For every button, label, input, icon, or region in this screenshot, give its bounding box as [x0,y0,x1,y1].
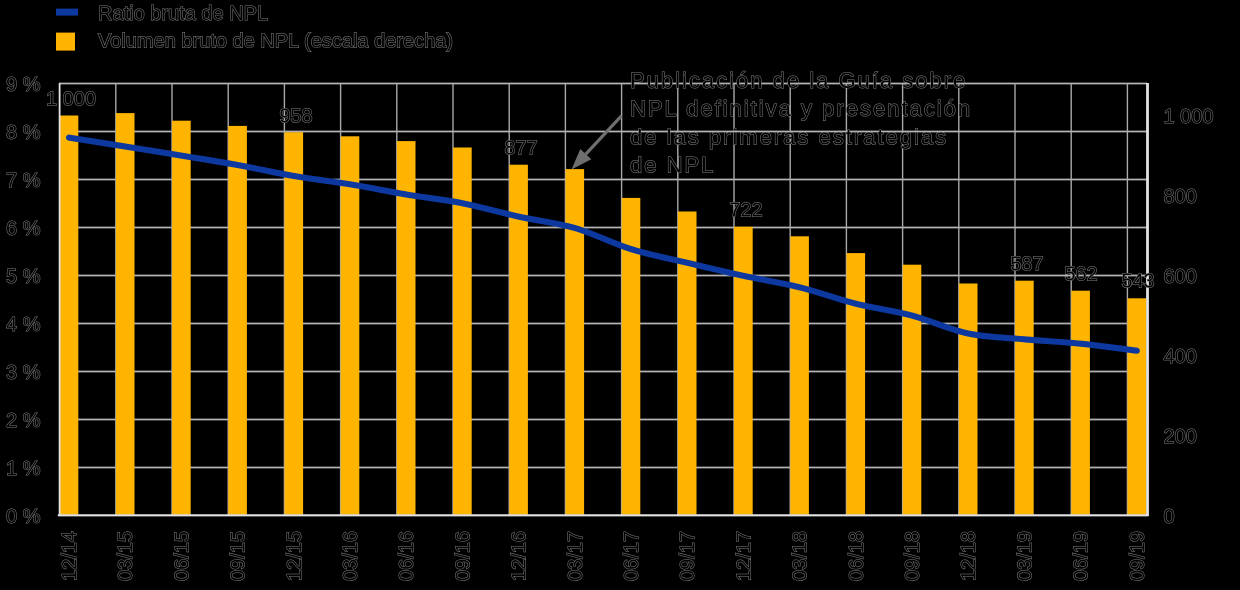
svg-text:587: 587 [1010,254,1043,276]
svg-text:0: 0 [1164,506,1175,528]
svg-text:09/19: 09/19 [1127,531,1149,581]
svg-text:562: 562 [1064,264,1097,286]
svg-text:958: 958 [279,105,312,127]
svg-text:800: 800 [1164,186,1197,208]
svg-text:03/15: 03/15 [115,531,137,581]
svg-text:4 %: 4 % [6,314,41,336]
svg-text:12/18: 12/18 [958,531,980,581]
svg-text:de NPL: de NPL [630,153,715,178]
svg-text:12/17: 12/17 [733,531,755,581]
svg-text:09/17: 09/17 [677,531,699,581]
svg-text:0 %: 0 % [6,506,41,528]
svg-text:1 %: 1 % [6,458,41,480]
svg-text:03/16: 03/16 [340,531,362,581]
svg-text:400: 400 [1164,346,1197,368]
svg-text:03/19: 03/19 [1014,531,1036,581]
svg-text:09/16: 09/16 [452,531,474,581]
svg-text:12/14: 12/14 [59,531,81,581]
svg-text:NPL definitiva y presentación: NPL definitiva y presentación [630,96,972,121]
svg-text:543: 543 [1121,271,1154,293]
svg-text:2 %: 2 % [6,410,41,432]
svg-text:de las primeras estrategias: de las primeras estrategias [630,124,948,149]
svg-text:06/15: 06/15 [171,531,193,581]
svg-text:1 000: 1 000 [46,89,96,111]
svg-text:06/19: 06/19 [1071,531,1093,581]
svg-text:06/17: 06/17 [621,531,643,581]
svg-text:3 %: 3 % [6,362,41,384]
svg-text:200: 200 [1164,426,1197,448]
svg-text:722: 722 [729,200,762,222]
svg-text:7 %: 7 % [6,170,41,192]
svg-text:600: 600 [1164,266,1197,288]
svg-text:5 %: 5 % [6,266,41,288]
svg-text:12/15: 12/15 [284,531,306,581]
svg-text:06/18: 06/18 [846,531,868,581]
svg-text:03/17: 03/17 [565,531,587,581]
svg-text:12/16: 12/16 [509,531,531,581]
svg-text:1 000: 1 000 [1164,106,1214,128]
svg-text:Publicación de la Guía sobre: Publicación de la Guía sobre [630,68,967,93]
svg-text:877: 877 [504,138,537,160]
svg-text:8 %: 8 % [6,122,41,144]
svg-text:09/15: 09/15 [228,531,250,581]
svg-text:06/16: 06/16 [396,531,418,581]
svg-text:03/18: 03/18 [790,531,812,581]
svg-text:09/18: 09/18 [902,531,924,581]
svg-text:Ratio bruta de NPL: Ratio bruta de NPL [98,3,268,25]
svg-text:Volumen bruto de NPL (escala d: Volumen bruto de NPL (escala derecha) [98,31,453,53]
svg-text:9 %: 9 % [6,74,41,96]
svg-text:6 %: 6 % [6,218,41,240]
